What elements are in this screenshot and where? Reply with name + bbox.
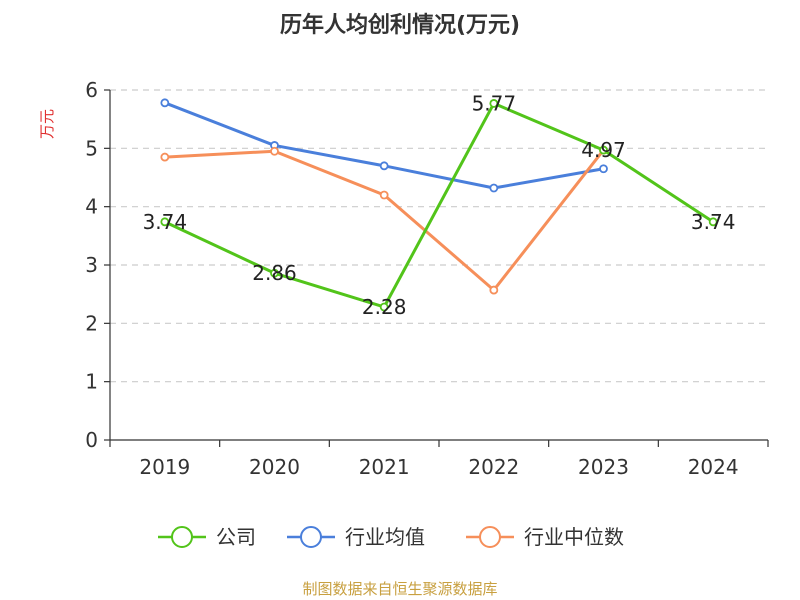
y-tick-label: 2 [85, 311, 98, 335]
legend-marker [479, 526, 501, 548]
chart-title: 历年人均创利情况(万元) [280, 12, 520, 38]
data-point [489, 183, 499, 193]
data-point [379, 161, 389, 171]
data-point [270, 146, 279, 156]
data-point [708, 217, 718, 227]
legend-marker [171, 526, 193, 548]
y-tick-label: 6 [85, 78, 98, 102]
x-tick-label: 2020 [249, 455, 300, 479]
x-tick-label: 2019 [139, 455, 190, 479]
x-tick-label: 2024 [688, 455, 739, 479]
legend-marker [300, 526, 322, 548]
data-label: 4.97 [581, 138, 626, 162]
series-line [164, 149, 605, 292]
data-labels: 3.74 2.86 2.28 5.77 4.97 3.74 [143, 91, 736, 319]
y-tick-label: 5 [85, 136, 98, 160]
x-tick-label: 2022 [468, 455, 519, 479]
data-label: 5.77 [472, 91, 517, 115]
x-tick-label: 2021 [359, 455, 410, 479]
legend: 公司 行业均值 行业中位数 [158, 525, 624, 549]
x-tick-label: 2023 [578, 455, 629, 479]
data-label: 3.74 [691, 210, 736, 234]
series-line [164, 101, 604, 190]
legend-label: 行业均值 [345, 525, 425, 549]
data-point [160, 152, 170, 162]
series-layer [160, 98, 718, 312]
series-1 [160, 99, 718, 312]
data-point [599, 164, 608, 174]
series-3 [160, 145, 608, 295]
y-tick-label: 1 [85, 370, 98, 394]
legend-label: 行业中位数 [524, 525, 624, 549]
data-point [489, 285, 499, 295]
data-point [270, 268, 279, 278]
legend-item: 行业均值 [287, 525, 425, 549]
series-2 [160, 98, 608, 193]
axes: 0 1 2 3 4 5 6 2019 2020 2021 2022 2023 2024 [85, 78, 769, 479]
data-point [379, 302, 389, 312]
y-tick-label: 0 [85, 428, 98, 452]
data-label: 3.74 [143, 210, 188, 234]
data-label: 2.28 [362, 295, 407, 319]
data-point [160, 98, 170, 108]
legend-item: 公司 [158, 525, 256, 549]
series-line [164, 101, 714, 309]
grid-lines [110, 89, 768, 383]
data-point [599, 145, 608, 155]
legend-item: 行业中位数 [466, 525, 624, 549]
data-point [379, 190, 389, 200]
y-tick-label: 4 [85, 195, 98, 219]
data-point [489, 99, 499, 108]
source-note: 制图数据来自恒生聚源数据库 [302, 580, 497, 598]
y-tick-label: 3 [85, 253, 98, 277]
y-axis-label: 万元 [38, 109, 56, 139]
data-label: 2.86 [252, 261, 297, 285]
data-point [160, 217, 170, 227]
legend-label: 公司 [216, 525, 256, 549]
